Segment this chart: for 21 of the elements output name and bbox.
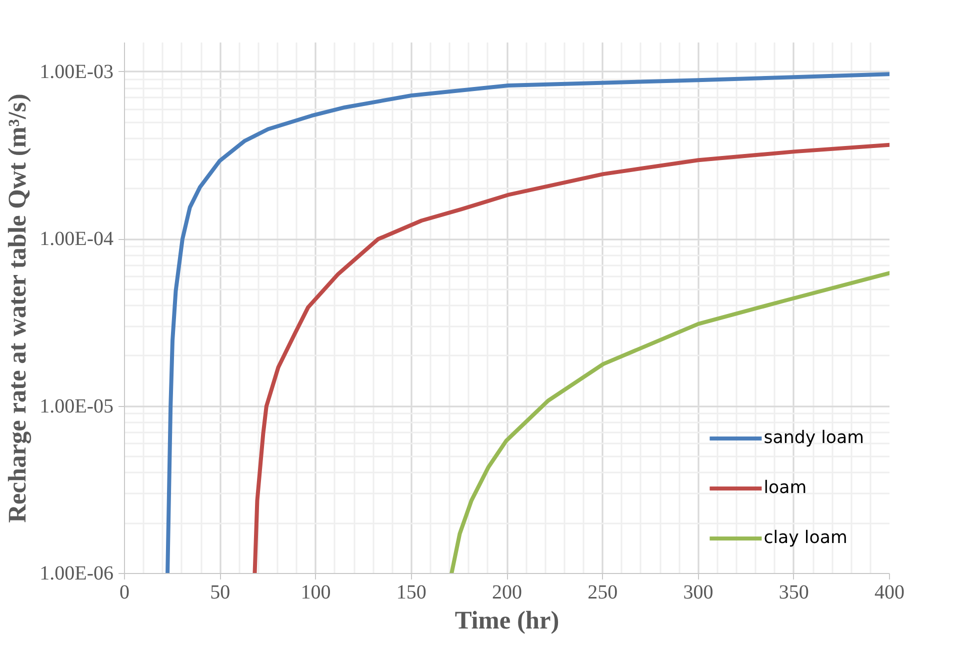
x-tick-label: 300 (683, 582, 714, 604)
x-tick-label: 200 (492, 582, 522, 604)
x-tick-label: 0 (120, 582, 130, 604)
x-tick-label: 100 (300, 582, 331, 604)
x-tick-label: 400 (874, 582, 904, 604)
legend-label: sandy loam (764, 428, 864, 448)
x-tick-label: 150 (396, 582, 426, 604)
y-axis-title: Recharge rate at water table Qwt (m³/s) (4, 94, 32, 523)
y-tick-label: 1.00E-03 (40, 60, 114, 83)
line-series (450, 271, 890, 574)
y-tick-label: 1.00E-04 (40, 228, 114, 250)
x-tick-label: 250 (588, 582, 618, 604)
y-tick-label: 1.00E-05 (40, 395, 114, 418)
legend-label: loam (764, 478, 807, 498)
x-axis-title: Time (hr) (454, 606, 560, 634)
legend-label: clay loam (764, 528, 848, 548)
line-series (252, 142, 890, 574)
y-tick-label: 1.00E-06 (40, 562, 114, 584)
line-series (166, 72, 890, 574)
x-tick-label: 350 (778, 582, 809, 604)
x-tick-label: 50 (210, 582, 230, 604)
